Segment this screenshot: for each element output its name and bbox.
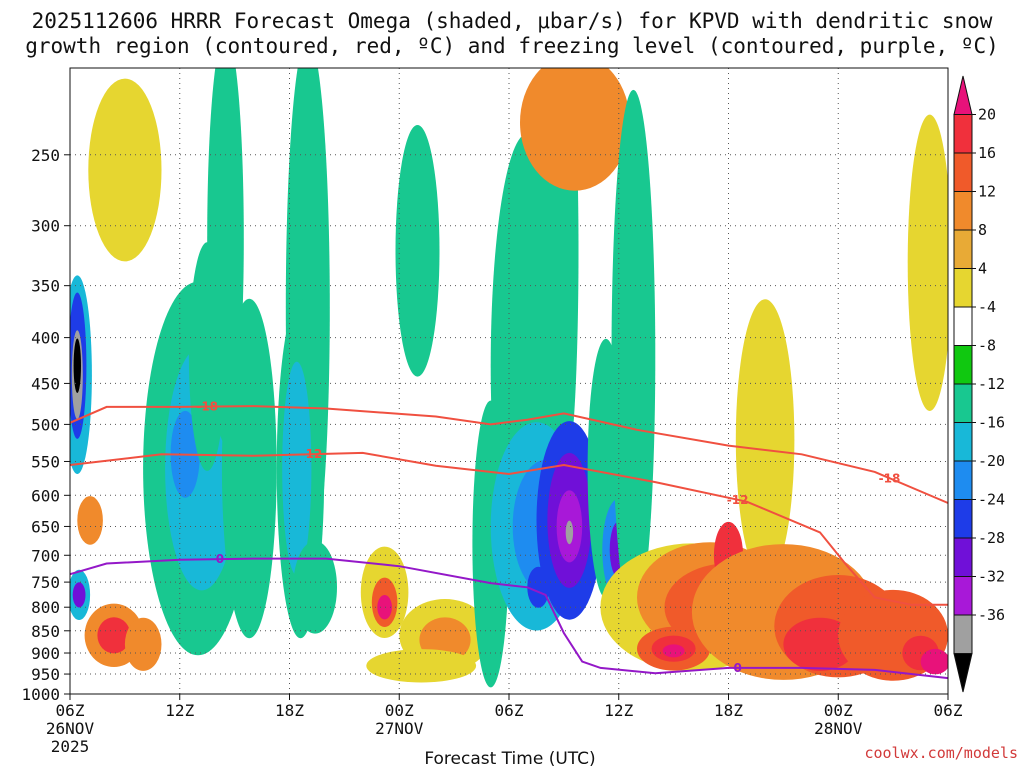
colorbar-label: -28 xyxy=(978,529,1005,547)
y-tick-label: 400 xyxy=(31,329,60,348)
omega-cell-16 xyxy=(207,68,244,444)
x-tick-date: 28NOV xyxy=(814,719,863,738)
colorbar-label: 20 xyxy=(978,106,996,124)
contour-label: -18 xyxy=(879,471,901,485)
colorbar-segment xyxy=(953,114,973,154)
colorbar-label: 16 xyxy=(978,144,996,162)
chart-title-line2: growth region (contoured, red, ºC) and f… xyxy=(25,34,999,58)
colorbar-segment xyxy=(953,383,973,423)
colorbar-label: 4 xyxy=(978,260,987,278)
x-tick-date: 26NOV xyxy=(46,719,95,738)
omega-cell-57 xyxy=(920,648,948,675)
colorbar-label: -32 xyxy=(978,568,1005,586)
x-tick-label: 18Z xyxy=(714,701,743,720)
omega-cell-20 xyxy=(293,541,337,634)
y-tick-label: 250 xyxy=(31,146,60,165)
colorbar-label: -12 xyxy=(978,375,1005,393)
x-tick-label: 12Z xyxy=(165,701,194,720)
omega-cell-23 xyxy=(377,595,392,620)
x-tick-label: 06Z xyxy=(495,701,524,720)
x-tick-label: 00Z xyxy=(824,701,853,720)
x-axis-label: Forecast Time (UTC) xyxy=(424,749,595,768)
y-tick-label: 350 xyxy=(31,277,60,296)
colorbar-segment xyxy=(953,422,973,462)
contour-label: 0 xyxy=(216,552,224,566)
y-tick-label: 650 xyxy=(31,517,60,536)
colorbar-label: -4 xyxy=(978,298,996,316)
omega-cell-8 xyxy=(97,617,131,654)
contour-label: -12 xyxy=(301,447,323,461)
x-tick-label: 12Z xyxy=(604,701,633,720)
colorbar-label: -16 xyxy=(978,414,1005,432)
colorbar-label: 12 xyxy=(978,183,996,201)
colorbar-label: -36 xyxy=(978,606,1005,624)
y-tick-label: 300 xyxy=(31,217,60,236)
x-tick-label: 06Z xyxy=(56,701,85,720)
x-tick-label: 18Z xyxy=(275,701,304,720)
colorbar-label: 8 xyxy=(978,221,987,239)
omega-cell-38 xyxy=(565,520,574,545)
omega-cell-39 xyxy=(520,68,630,191)
colorbar-segment xyxy=(953,229,973,269)
contour-label: -18 xyxy=(196,400,218,414)
y-tick-label: 800 xyxy=(31,598,60,617)
contour-label: -12 xyxy=(727,493,749,507)
omega-cell-19 xyxy=(282,361,312,576)
omega-cell-51 xyxy=(735,299,795,581)
colorbar-segment xyxy=(953,152,973,192)
x-tick-date: 27NOV xyxy=(375,719,424,738)
omega-cell-10 xyxy=(88,78,162,262)
colorbar-segment xyxy=(953,537,973,577)
contour--18 xyxy=(69,405,949,504)
omega-cell-6 xyxy=(77,496,103,545)
y-tick-label: 500 xyxy=(31,415,60,434)
contour-0 xyxy=(69,557,949,680)
omega-cell-5 xyxy=(72,582,86,608)
y-tick-label: 950 xyxy=(31,665,60,684)
omega-cell-3 xyxy=(73,338,82,393)
colorbar-segment xyxy=(953,499,973,539)
omega-cell-58 xyxy=(907,114,948,411)
y-tick-label: 700 xyxy=(31,546,60,565)
colorbar-top-triangle xyxy=(953,75,973,115)
x-tick-label: 06Z xyxy=(934,701,963,720)
colorbar-segment xyxy=(953,191,973,231)
omega-cell-49 xyxy=(662,644,685,658)
y-axis: 250 300 350 400 450 500 550 600 650 700 750 800 850 9… xyxy=(21,146,70,704)
y-tick-label: 1000 xyxy=(21,685,60,704)
y-tick-label: 750 xyxy=(31,573,60,592)
colorbar-bottom-triangle xyxy=(953,653,973,693)
colorbar-segment xyxy=(953,306,973,346)
contour--12 xyxy=(69,451,948,606)
credit-link[interactable]: coolwx.com/models xyxy=(864,744,1018,762)
omega-cell-54 xyxy=(783,617,857,671)
y-tick-label: 900 xyxy=(31,644,60,663)
colorbar-label: -20 xyxy=(978,452,1005,470)
colorbar-segment xyxy=(953,460,973,500)
y-tick-label: 550 xyxy=(31,452,60,471)
y-tick-label: 850 xyxy=(31,622,60,641)
chart-title-line1: 2025112606 HRRR Forecast Omega (shaded, … xyxy=(32,9,993,33)
omega-cell-27 xyxy=(366,649,477,683)
omega-cell-24 xyxy=(395,125,440,377)
x-tick-year: 2025 xyxy=(51,737,90,756)
colorbar-segment xyxy=(953,268,973,308)
y-tick-label: 450 xyxy=(31,374,60,393)
contour-label: 0 xyxy=(733,661,741,675)
colorbar-segment xyxy=(953,345,973,385)
colorbar-segment xyxy=(953,614,973,654)
colorbar-label: -24 xyxy=(978,491,1005,509)
colorbar: 20 16 12 8 4 -4 -8 -12 -16 -20 -24 -28 -32 -36 xyxy=(953,75,1005,693)
y-tick-label: 600 xyxy=(31,486,60,505)
contour-lines: -18 -18 -12 -12 0 0 xyxy=(69,400,949,680)
omega-cell-43 xyxy=(611,89,656,624)
x-tick-label: 00Z xyxy=(385,701,414,720)
omega-cell-9 xyxy=(124,617,162,671)
colorbar-segment xyxy=(953,576,973,616)
colorbar-label: -8 xyxy=(978,337,996,355)
